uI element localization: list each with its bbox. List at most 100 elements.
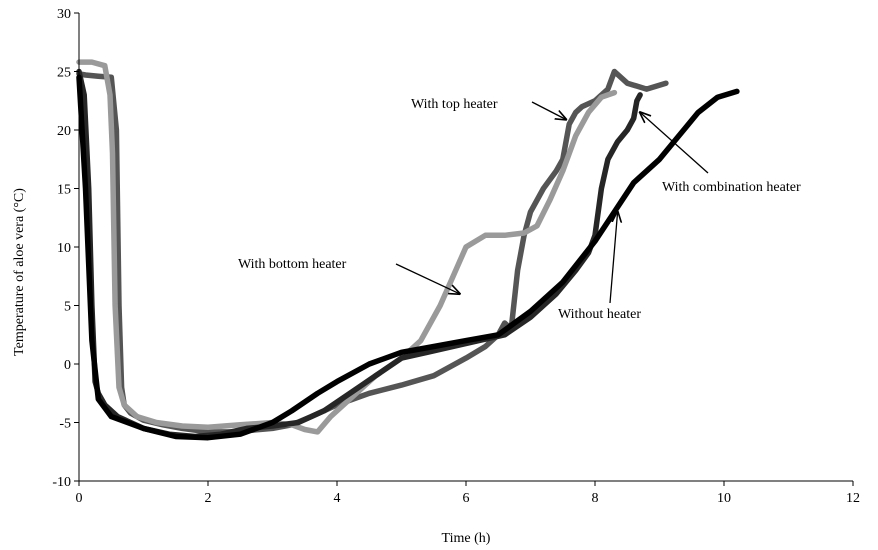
data-point-with-top-heater bbox=[114, 127, 119, 133]
x-tick-label: 0 bbox=[76, 491, 83, 506]
data-point-with-bottom-heater bbox=[450, 274, 456, 279]
data-point-with-top-heater bbox=[83, 72, 88, 78]
data-point-without-heater bbox=[238, 432, 243, 437]
data-point-with-top-heater bbox=[483, 344, 488, 349]
data-point-with-bottom-heater bbox=[302, 427, 307, 432]
data-point-without-heater bbox=[560, 279, 565, 285]
data-point-with-top-heater bbox=[367, 391, 372, 396]
data-point-with-bottom-heater bbox=[102, 63, 108, 68]
x-tick-label: 2 bbox=[205, 491, 212, 506]
data-point-with-combination-heater bbox=[321, 408, 327, 413]
data-point-with-top-heater bbox=[554, 168, 559, 174]
y-tick-label: 0 bbox=[64, 358, 71, 373]
data-point-without-heater bbox=[431, 344, 436, 349]
data-point-with-combination-heater bbox=[373, 373, 378, 378]
annotation-arrow bbox=[531, 101, 566, 120]
data-point-with-top-heater bbox=[399, 382, 404, 388]
annotation-with-top-heater: With top heater bbox=[411, 97, 566, 120]
data-point-with-bottom-heater bbox=[547, 198, 552, 203]
data-point-with-combination-heater bbox=[599, 186, 604, 191]
data-point-with-top-heater bbox=[644, 86, 649, 92]
data-point-with-combination-heater bbox=[631, 116, 636, 121]
data-point-with-top-heater bbox=[431, 373, 436, 378]
data-point-without-heater bbox=[315, 391, 320, 396]
x-tick-label: 12 bbox=[846, 491, 860, 506]
y-tick-label: 30 bbox=[57, 7, 71, 22]
data-point-without-heater bbox=[89, 338, 95, 343]
annotation-without-heater: Without heater bbox=[558, 212, 641, 322]
data-point-with-bottom-heater bbox=[112, 303, 118, 308]
annotation-arrow bbox=[640, 112, 709, 174]
data-point-without-heater bbox=[463, 338, 469, 343]
data-point-with-bottom-heater bbox=[154, 420, 159, 425]
data-point-without-heater bbox=[612, 209, 617, 215]
data-point-without-heater bbox=[173, 434, 178, 439]
data-point-without-heater bbox=[592, 239, 598, 244]
x-tick-label: 6 bbox=[463, 491, 470, 506]
x-axis-title: Time (h) bbox=[442, 531, 491, 546]
data-point-with-top-heater bbox=[567, 122, 572, 127]
data-point-with-top-heater bbox=[463, 355, 469, 361]
data-point-with-top-heater bbox=[515, 268, 520, 273]
data-point-with-bottom-heater bbox=[612, 90, 617, 95]
annotation-arrow bbox=[395, 263, 460, 294]
data-point-without-heater bbox=[205, 435, 211, 440]
data-point-with-bottom-heater bbox=[521, 230, 527, 236]
data-point-with-bottom-heater bbox=[116, 385, 122, 390]
data-point-without-heater bbox=[289, 408, 294, 413]
data-point-with-bottom-heater bbox=[502, 233, 507, 238]
data-point-with-combination-heater bbox=[528, 315, 533, 320]
data-point-with-combination-heater bbox=[605, 157, 611, 162]
y-tick-label: 10 bbox=[57, 241, 71, 256]
data-point-without-heater bbox=[715, 95, 720, 100]
data-point-with-bottom-heater bbox=[122, 402, 127, 408]
x-tick-label: 10 bbox=[717, 491, 731, 506]
annotation-with-combination-heater: With combination heater bbox=[640, 112, 801, 195]
y-axis-title: Temperature of aloe vera (°C) bbox=[12, 188, 27, 356]
series-line-without-heater bbox=[76, 74, 740, 441]
data-point-with-top-heater bbox=[528, 209, 533, 215]
y-tick-label: 15 bbox=[57, 183, 71, 198]
data-point-without-heater bbox=[676, 133, 682, 138]
data-point-with-combination-heater bbox=[634, 98, 640, 104]
data-point-with-bottom-heater bbox=[180, 423, 185, 429]
annotation-with-bottom-heater: With bottom heater bbox=[238, 257, 460, 294]
data-point-with-bottom-heater bbox=[573, 133, 578, 138]
data-point-with-top-heater bbox=[612, 69, 617, 74]
y-tick-label: -5 bbox=[59, 417, 71, 432]
data-point-with-top-heater bbox=[109, 75, 114, 80]
data-point-with-bottom-heater bbox=[586, 110, 591, 115]
annotations: With top heater With bottom heater With co… bbox=[238, 97, 801, 322]
data-point-with-top-heater bbox=[663, 81, 669, 86]
data-point-with-bottom-heater bbox=[328, 414, 333, 419]
annotation-label: Without heater bbox=[558, 307, 641, 322]
data-point-without-heater bbox=[399, 350, 404, 355]
data-point-with-combination-heater bbox=[596, 209, 601, 215]
data-point-with-top-heater bbox=[573, 110, 578, 115]
annotation-label: With bottom heater bbox=[238, 257, 347, 272]
data-point-with-bottom-heater bbox=[560, 168, 565, 174]
data-point-with-bottom-heater bbox=[89, 59, 95, 65]
data-point-with-bottom-heater bbox=[347, 396, 353, 402]
data-point-without-heater bbox=[496, 332, 501, 337]
data-point-without-heater bbox=[367, 361, 372, 367]
data-point-with-bottom-heater bbox=[418, 338, 423, 343]
annotation-label: With combination heater bbox=[662, 180, 801, 195]
data-point-with-top-heater bbox=[625, 81, 630, 86]
data-point-with-bottom-heater bbox=[205, 425, 211, 430]
data-point-with-combination-heater bbox=[625, 127, 630, 133]
data-point-with-combination-heater bbox=[425, 350, 430, 355]
data-point-without-heater bbox=[734, 89, 740, 94]
data-point-with-combination-heater bbox=[347, 391, 353, 396]
data-point-with-combination-heater bbox=[82, 92, 87, 98]
series-with-combination-heater bbox=[76, 68, 643, 440]
data-point-without-heater bbox=[141, 426, 146, 431]
series-without-heater bbox=[76, 74, 740, 441]
data-point-without-heater bbox=[96, 396, 101, 402]
data-point-with-combination-heater bbox=[399, 355, 404, 361]
data-point-with-bottom-heater bbox=[463, 244, 469, 250]
y-tick-label: -10 bbox=[52, 475, 71, 490]
data-point-with-top-heater bbox=[579, 104, 585, 109]
data-point-without-heater bbox=[83, 186, 88, 191]
